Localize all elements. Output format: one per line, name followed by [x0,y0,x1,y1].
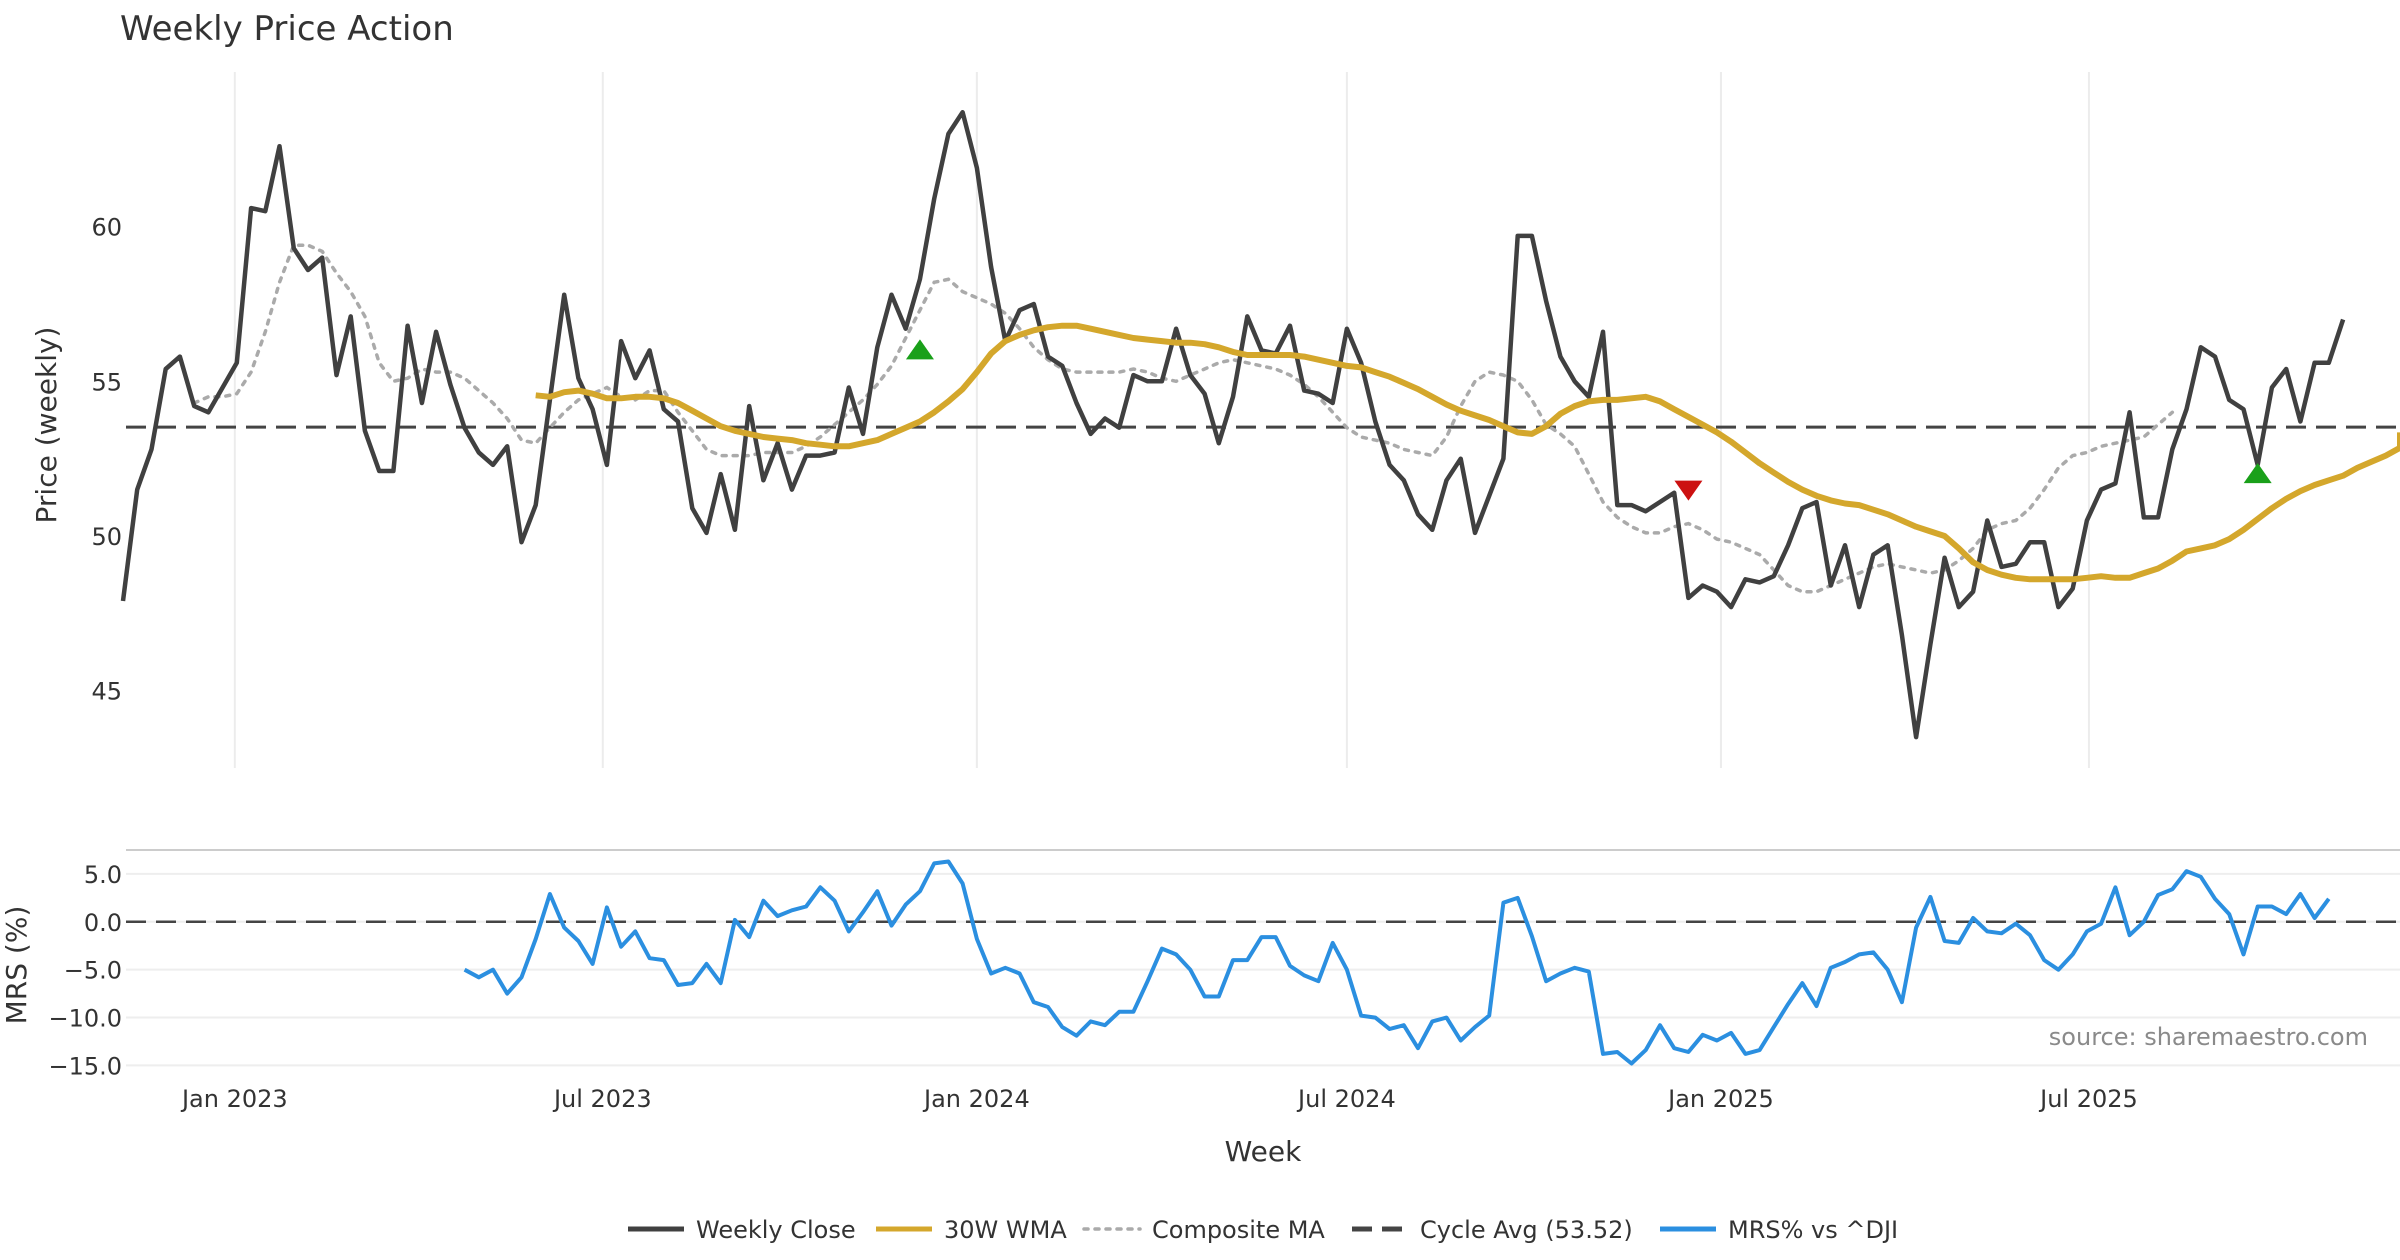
price-y-tick-label: 60 [91,214,122,242]
x-axis-label: Week [1225,1135,1302,1168]
wma-30w-line [535,322,2400,583]
buy-signal-marker [905,339,934,360]
mrs-y-tick-label: 0.0 [84,909,122,937]
price-y-axis-label: Price (weekly) [30,327,63,524]
x-tick-label: Jan 2025 [1666,1085,1774,1113]
mrs-y-tick-label: −10.0 [48,1005,122,1033]
x-tick-label: Jul 2025 [2038,1085,2138,1113]
price-y-tick-label: 45 [91,678,122,706]
sell-signal-marker [1674,480,1703,501]
legend-label-mrs: MRS% vs ^DJI [1728,1216,1898,1244]
legend-label-close: Weekly Close [696,1216,856,1244]
weekly-close-line [120,109,2346,740]
price-y-tick-label: 50 [91,523,122,551]
buy-signal-marker [2243,463,2272,484]
mrs-line [463,859,2331,1066]
mrs-y-tick-label: −5.0 [64,957,122,985]
x-tick-label: Jan 2023 [180,1085,288,1113]
mrs-y-axis-label: MRS (%) [0,906,33,1025]
signal-markers [905,339,2272,501]
legend-label-cycle: Cycle Avg (53.52) [1420,1216,1633,1244]
chart-legend: Weekly Close 30W WMA Composite MA Cycle Avg… [628,1216,1898,1244]
source-note: source: sharemaestro.com [2049,1023,2368,1051]
x-tick-label: Jul 2024 [1296,1085,1396,1113]
price-y-ticks: 45 50 55 60 [91,214,122,706]
price-y-tick-label: 55 [91,368,122,396]
mrs-y-ticks: 5.0 0.0 −5.0 −10.0 −15.0 [48,861,122,1080]
mrs-y-tick-label: 5.0 [84,861,122,889]
composite-ma-line [192,243,2175,594]
legend-label-wma: 30W WMA [944,1216,1067,1244]
chart-title: Weekly Price Action [120,9,454,49]
legend-label-composite: Composite MA [1152,1216,1325,1244]
mrs-y-tick-label: −15.0 [48,1052,122,1080]
x-tick-label: Jan 2024 [922,1085,1030,1113]
price-grid [233,72,2090,768]
x-ticks: Jan 2023 Jul 2023 Jan 2024 Jul 2024 Jan 2025… [180,1085,2138,1113]
x-tick-label: Jul 2023 [552,1085,652,1113]
